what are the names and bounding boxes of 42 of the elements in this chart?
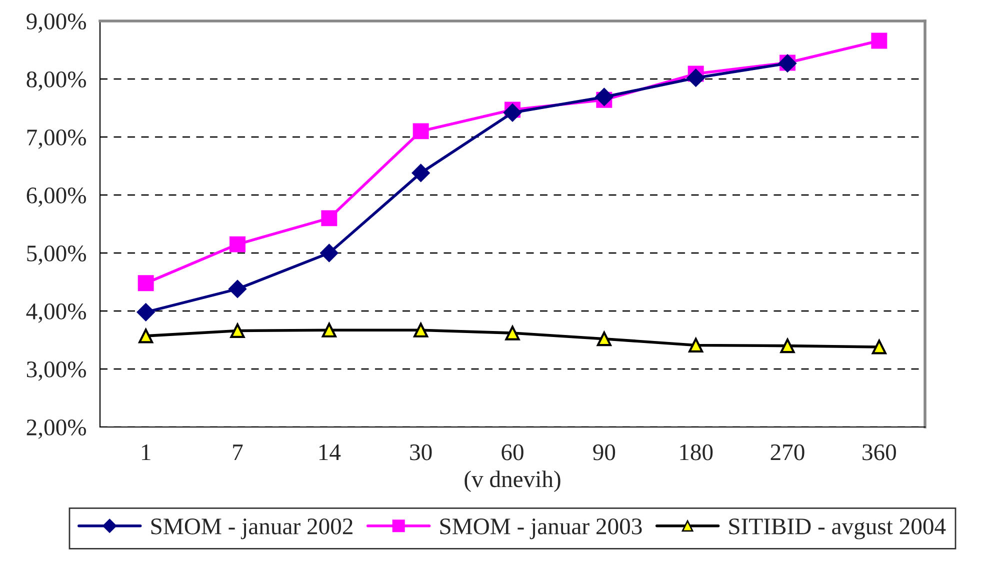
- x-tick-label: 360: [862, 444, 896, 460]
- point: [871, 32, 888, 49]
- legend-label: SMOM - januar 2002: [151, 518, 352, 540]
- point: [138, 328, 154, 344]
- y-tick-label: 6,00%: [26, 187, 86, 207]
- point: [414, 322, 428, 338]
- point: [228, 280, 246, 298]
- y-tick-label: 8,00%: [26, 71, 86, 91]
- x-tick-label: 14: [319, 444, 341, 460]
- x-tick-label: 270: [770, 444, 804, 460]
- x-tick-label: 60: [502, 444, 524, 460]
- y-tick-label: 2,00%: [26, 419, 86, 439]
- x-tick-label: 7: [233, 444, 243, 460]
- legend-label: SMOM - januar 2003: [440, 518, 642, 540]
- y-tick-label: 3,00%: [26, 361, 86, 381]
- point: [136, 303, 155, 322]
- y-tick-label: 7,00%: [27, 129, 86, 149]
- point: [412, 164, 430, 182]
- y-tick-label: 5,00%: [27, 245, 86, 265]
- point: [686, 68, 705, 87]
- point: [322, 322, 336, 338]
- point: [412, 123, 429, 140]
- x-tick-label: 90: [593, 444, 616, 460]
- point: [872, 340, 886, 354]
- point: [230, 236, 246, 252]
- legend-label: SITIBID - avgust 2004: [729, 518, 946, 540]
- point: [595, 88, 614, 106]
- point: [138, 275, 154, 292]
- point: [504, 104, 522, 122]
- y-tick-label: 9,00%: [26, 13, 86, 33]
- x-tick-label: 180: [680, 444, 713, 460]
- y-tick-label: 4,00%: [26, 303, 86, 323]
- x-tick-label: 30: [410, 444, 432, 460]
- point: [230, 323, 245, 338]
- point: [505, 326, 520, 340]
- point: [596, 332, 612, 346]
- x-axis-title: (v dnevih): [464, 470, 560, 492]
- point: [688, 338, 704, 353]
- point: [320, 244, 338, 262]
- point: [780, 338, 795, 354]
- point: [321, 210, 338, 226]
- x-tick-label: 1: [142, 444, 150, 460]
